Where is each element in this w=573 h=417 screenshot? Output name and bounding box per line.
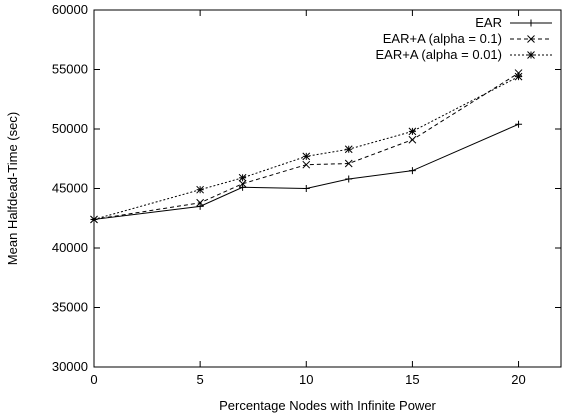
series-layer: [90, 69, 523, 224]
data-point: [408, 127, 417, 136]
legend-label: EAR+A (alpha = 0.1): [383, 31, 502, 46]
data-point: [90, 215, 98, 224]
series-line: [93, 72, 519, 220]
legend-marker: [527, 51, 535, 59]
data-point: [302, 160, 311, 169]
data-point: [302, 152, 311, 161]
data-point: [408, 135, 417, 144]
y-tick-label: 35000: [52, 300, 88, 315]
data-point: [514, 69, 523, 77]
y-tick-label: 50000: [52, 121, 88, 136]
series-line: [93, 123, 519, 220]
data-point: [514, 72, 523, 81]
data-point: [196, 185, 204, 194]
y-tick-label: 30000: [52, 359, 88, 374]
y-tick-label: 55000: [52, 62, 88, 77]
x-tick-label: 20: [511, 372, 525, 387]
plot-frame: [93, 9, 562, 368]
data-point: [238, 173, 247, 182]
data-point: [196, 198, 204, 207]
data-point: [344, 159, 353, 168]
x-tick-label: 15: [405, 372, 419, 387]
y-tick-label: 45000: [52, 181, 88, 196]
series-line: [93, 76, 519, 220]
axis-ticks: 0 5 10 15 20 30000 35000 40000 45000 50000 55000 60…: [52, 2, 561, 387]
y-axis-title: Mean Halfdead-Time (sec): [5, 112, 20, 265]
legend-label: EAR: [475, 15, 502, 30]
series-3: [90, 72, 523, 224]
y-tick-label: 40000: [52, 240, 88, 255]
y-tick-label: 60000: [52, 2, 88, 17]
x-axis-title: Percentage Nodes with Infinite Power: [219, 398, 436, 413]
legend-marker: [527, 35, 535, 43]
series-2: [90, 69, 523, 224]
x-tick-label: 10: [299, 372, 313, 387]
data-point: [238, 179, 247, 188]
x-tick-label: 0: [90, 372, 97, 387]
series-1: [90, 120, 523, 223]
x-tick-label: 5: [197, 372, 204, 387]
data-point: [344, 145, 353, 154]
legend-label: EAR+A (alpha = 0.01): [376, 47, 502, 62]
